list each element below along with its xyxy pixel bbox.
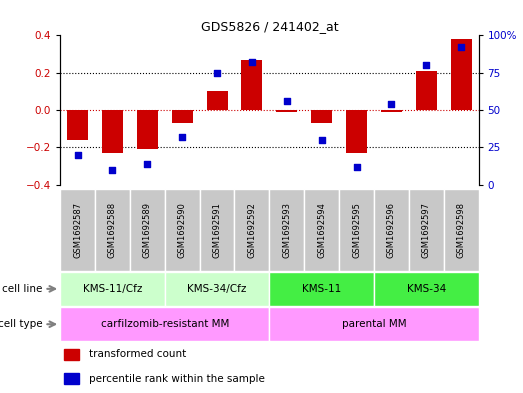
Point — [457, 44, 465, 50]
Point — [143, 161, 152, 167]
Text: GSM1692591: GSM1692591 — [212, 202, 222, 258]
Text: GSM1692594: GSM1692594 — [317, 202, 326, 258]
Bar — [269, 189, 304, 271]
Text: GSM1692593: GSM1692593 — [282, 202, 291, 258]
Point — [387, 101, 395, 107]
Point — [73, 152, 82, 158]
Bar — [60, 189, 95, 271]
Bar — [64, 349, 79, 360]
Bar — [276, 110, 297, 112]
Point — [108, 167, 117, 173]
Text: carfilzomib-resistant MM: carfilzomib-resistant MM — [100, 319, 229, 329]
Text: GSM1692589: GSM1692589 — [143, 202, 152, 258]
Bar — [207, 91, 228, 110]
Bar — [269, 307, 479, 341]
Title: GDS5826 / 241402_at: GDS5826 / 241402_at — [200, 20, 338, 33]
Bar — [269, 272, 374, 306]
Text: KMS-11: KMS-11 — [302, 284, 342, 294]
Text: GSM1692587: GSM1692587 — [73, 202, 82, 258]
Bar — [311, 110, 332, 123]
Bar — [234, 189, 269, 271]
Point — [353, 163, 361, 170]
Text: transformed count: transformed count — [89, 349, 187, 359]
Bar — [165, 189, 200, 271]
Text: GSM1692595: GSM1692595 — [352, 202, 361, 258]
Text: GSM1692597: GSM1692597 — [422, 202, 431, 258]
Point — [213, 70, 221, 76]
Bar — [374, 189, 409, 271]
Bar — [444, 189, 479, 271]
Bar — [381, 110, 402, 112]
Bar — [339, 189, 374, 271]
Bar — [409, 189, 444, 271]
Text: GSM1692592: GSM1692592 — [247, 202, 256, 258]
Bar — [67, 110, 88, 140]
Text: KMS-11/Cfz: KMS-11/Cfz — [83, 284, 142, 294]
Text: cell type: cell type — [0, 319, 43, 329]
Point — [178, 134, 186, 140]
Text: parental MM: parental MM — [342, 319, 406, 329]
Bar — [165, 272, 269, 306]
Text: GSM1692596: GSM1692596 — [387, 202, 396, 258]
Bar — [137, 110, 158, 149]
Bar — [374, 272, 479, 306]
Bar — [304, 189, 339, 271]
Bar — [242, 60, 263, 110]
Bar — [95, 189, 130, 271]
Bar — [200, 189, 234, 271]
Text: percentile rank within the sample: percentile rank within the sample — [89, 374, 265, 384]
Bar — [130, 189, 165, 271]
Text: GSM1692588: GSM1692588 — [108, 202, 117, 258]
Bar — [346, 110, 367, 153]
Text: KMS-34: KMS-34 — [406, 284, 446, 294]
Point — [422, 62, 430, 68]
Text: cell line: cell line — [2, 284, 43, 294]
Text: GSM1692598: GSM1692598 — [457, 202, 465, 258]
Bar — [60, 307, 269, 341]
Text: KMS-34/Cfz: KMS-34/Cfz — [187, 284, 247, 294]
Bar — [60, 272, 165, 306]
Point — [248, 59, 256, 65]
Point — [317, 137, 326, 143]
Text: GSM1692590: GSM1692590 — [178, 202, 187, 258]
Bar — [102, 110, 123, 153]
Bar — [64, 373, 79, 384]
Bar — [416, 71, 437, 110]
Bar — [451, 39, 472, 110]
Point — [282, 98, 291, 104]
Bar — [172, 110, 192, 123]
